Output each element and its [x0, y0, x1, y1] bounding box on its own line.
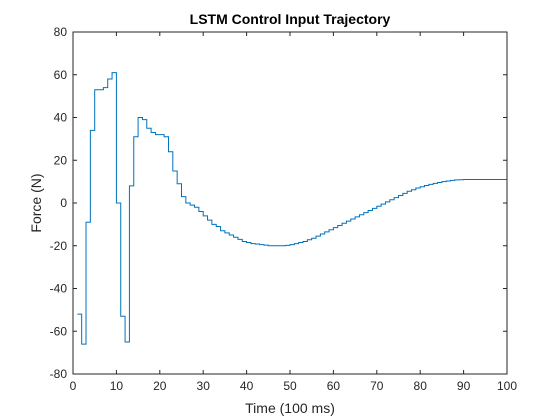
x-tick-label: 0 — [70, 379, 77, 393]
x-tick-label: 90 — [457, 379, 471, 393]
chart-title: LSTM Control Input Trajectory — [190, 11, 391, 27]
y-tick-label: -40 — [50, 282, 68, 296]
plot-area — [73, 32, 507, 374]
y-tick-label: 60 — [54, 68, 68, 82]
x-tick-label: 80 — [414, 379, 428, 393]
plot-box — [72, 31, 508, 375]
y-axis-ticks: -80 -60 -40 -20 0 20 40 60 80 — [50, 25, 507, 381]
y-tick-label: 40 — [54, 111, 68, 125]
x-tick-label: 60 — [327, 379, 341, 393]
x-tick-label: 50 — [283, 379, 297, 393]
y-tick-label: 80 — [54, 25, 68, 39]
x-tick-label: 20 — [153, 379, 167, 393]
x-axis-ticks: 0 10 20 30 40 50 60 70 80 90 100 — [70, 32, 517, 393]
x-tick-label: 30 — [197, 379, 211, 393]
y-tick-label: 20 — [54, 153, 68, 167]
series-layer — [77, 72, 507, 345]
y-tick-label: -60 — [50, 324, 68, 338]
x-tick-label: 70 — [370, 379, 384, 393]
y-axis-label: Force (N) — [28, 173, 44, 232]
series-line-0 — [77, 72, 507, 345]
x-tick-label: 10 — [110, 379, 124, 393]
x-tick-label: 40 — [240, 379, 254, 393]
x-tick-label: 100 — [497, 379, 517, 393]
y-tick-label: -80 — [50, 367, 68, 381]
y-tick-label: -20 — [50, 239, 68, 253]
y-tick-label: 0 — [60, 196, 67, 210]
x-axis-label: Time (100 ms) — [245, 400, 335, 416]
